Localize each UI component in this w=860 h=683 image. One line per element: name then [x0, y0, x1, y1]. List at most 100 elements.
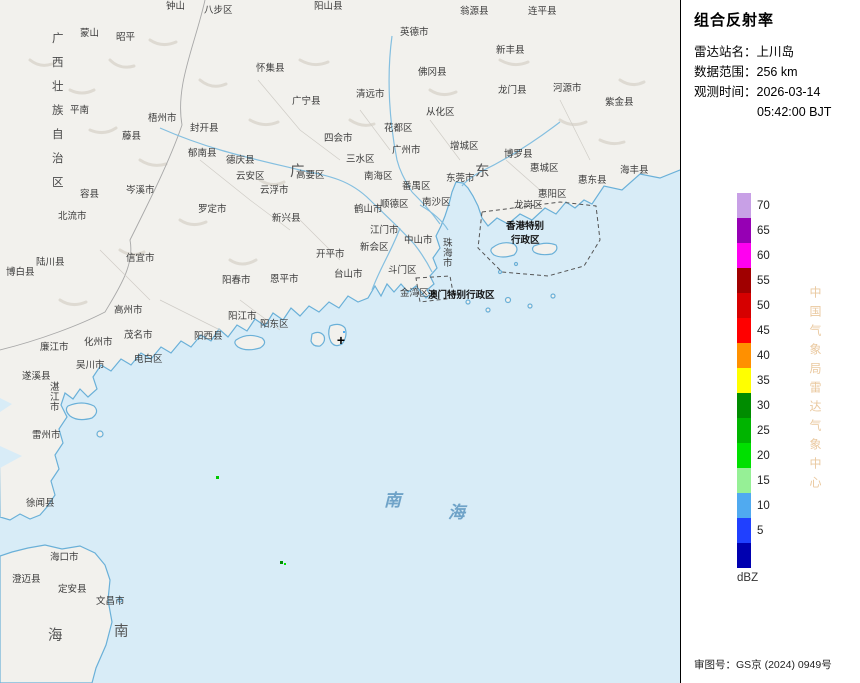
map-label: 阳西县: [194, 331, 223, 342]
legend-item: 30: [737, 393, 779, 418]
map-label: 惠东县: [578, 174, 607, 186]
map-label: 河源市: [553, 82, 582, 94]
map-label: 博白县: [6, 266, 35, 278]
map-label: 南沙区: [422, 196, 451, 208]
map-label: 澳门特别行政区: [428, 289, 495, 301]
map-label: 徐闻县: [26, 497, 55, 509]
province-boundary: [0, 0, 206, 351]
map-label: 容县: [80, 188, 99, 200]
map-label: 三水区: [346, 153, 375, 165]
range-label: 数据范围：: [694, 65, 757, 79]
legend-item: 35: [737, 368, 779, 393]
legend-item: 55: [737, 268, 779, 293]
legend-value: 5: [757, 524, 764, 537]
map-label: 海丰县: [620, 164, 649, 176]
map-label: 吴川市: [76, 359, 105, 371]
map-label: 藤县: [122, 130, 141, 142]
map-label: 钟山: [166, 0, 185, 12]
map-label: 茂名市: [124, 329, 153, 341]
observation-info: 雷达站名：上川岛 数据范围：256 km 观测时间：2026-03-14 05:…: [681, 42, 860, 122]
info-panel: 组合反射率 雷达站名：上川岛 数据范围：256 km 观测时间：2026-03-…: [681, 0, 860, 683]
map-label: 惠阳区: [538, 188, 567, 200]
map-label: 文昌市: [96, 595, 125, 607]
map-label: 鹤山市: [354, 203, 383, 215]
map-label: 中山市: [404, 234, 433, 246]
map-label: 珠海市: [443, 237, 453, 269]
map-label: 惠城区: [530, 162, 559, 174]
map-label: 蒙山: [80, 27, 99, 39]
map-label: 南海区: [364, 170, 393, 182]
county-boundaries: [99, 79, 591, 331]
map-label: 湛江市: [50, 382, 60, 413]
map-label: 澄迈县: [12, 573, 41, 585]
map-label: 阳春市: [222, 274, 251, 286]
range-row: 数据范围：256 km: [694, 62, 860, 82]
map-label: 南: [384, 491, 404, 510]
radar-echo-layer: [216, 331, 345, 565]
map-label: 海: [48, 627, 63, 644]
map-area: 广西壮族自治区广东海南南海香港特别 行政区 澳门特别行政区 蒙山 昭平 钟山 八步区 怀集县阳…: [0, 0, 681, 683]
map-label: 翁源县: [460, 5, 489, 17]
hainan-island: [0, 544, 113, 683]
legend-swatch: [737, 518, 751, 543]
legend-item: 70: [737, 193, 779, 218]
legend-value: 50: [757, 299, 770, 312]
legend-value: 30: [757, 399, 770, 412]
range-value: 256 km: [756, 65, 798, 79]
map-label: 廉江市: [40, 341, 69, 353]
map-label: 博罗县: [504, 148, 533, 160]
map-label: 雷州市: [32, 429, 61, 441]
map-label: 陆川县: [36, 256, 65, 268]
legend-item: 10: [737, 493, 779, 518]
map-label: 海口市: [50, 551, 79, 563]
map-label: 广宁县: [292, 95, 321, 107]
legend-swatch: [737, 218, 751, 243]
radar-echo: [284, 563, 286, 565]
map-label: 昭平: [116, 32, 136, 43]
map-label: 高要区: [296, 169, 325, 181]
legend-item: 15: [737, 468, 779, 493]
map-label: 新会区: [360, 241, 389, 253]
legend-unit: dBZ: [737, 572, 759, 584]
map-label: 平南: [70, 104, 89, 116]
map-label: 云浮市: [260, 184, 289, 196]
map-label: 龙岗区: [514, 199, 543, 211]
radar-echo: [280, 561, 283, 564]
map-label: 信宜市: [126, 252, 155, 264]
legend-swatch: [737, 243, 751, 268]
legend-value: 70: [757, 199, 770, 212]
legend-item: 5: [737, 518, 779, 543]
legend-swatch: [737, 443, 751, 468]
legend-value: 15: [757, 474, 770, 487]
map-label: 罗定市: [198, 203, 227, 215]
legend-swatch: [737, 293, 751, 318]
map-label: 佛冈县: [418, 66, 447, 78]
product-title: 组合反射率: [694, 12, 775, 29]
map-label: 封开县: [190, 122, 219, 134]
legend-swatch: [737, 193, 751, 218]
legend-swatch: [737, 543, 751, 568]
map-label: 新丰县: [496, 44, 525, 56]
map-label: 东莞市: [446, 172, 475, 184]
legend-swatch: [737, 393, 751, 418]
station-value: 上川岛: [756, 45, 795, 59]
legend-item: [737, 543, 779, 568]
legend-swatch: [737, 318, 751, 343]
legend-item: 20: [737, 443, 779, 468]
map-label: 清远市: [356, 88, 385, 100]
legend-item: 60: [737, 243, 779, 268]
map-label: 龙门县: [498, 84, 527, 96]
station-label: 雷达站名：: [694, 45, 757, 59]
legend-item: 50: [737, 293, 779, 318]
map-label: 广州市: [392, 144, 421, 156]
map-label: 怀集县: [256, 62, 285, 74]
legend-swatch: [737, 493, 751, 518]
map-label: 恩平市: [270, 273, 299, 285]
map-label: 金湾区: [400, 287, 429, 299]
map-label: 八步区: [204, 5, 233, 16]
legend-swatch: [737, 468, 751, 493]
coastal-inlet: [0, 398, 22, 468]
map-label: 海: [448, 503, 468, 522]
